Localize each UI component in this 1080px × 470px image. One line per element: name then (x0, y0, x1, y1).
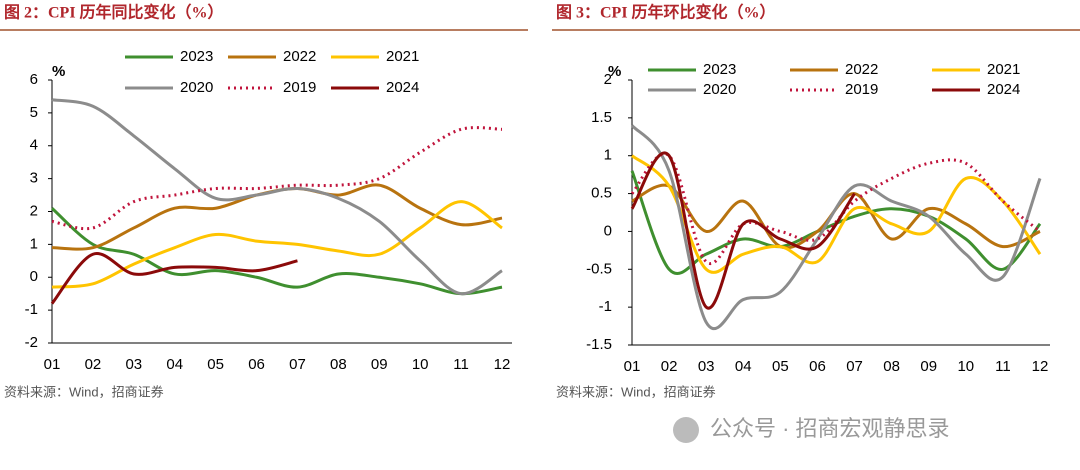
x-tick-label: 02 (661, 358, 678, 375)
x-tick-label: 10 (412, 356, 429, 373)
legend-label: 2019 (283, 79, 316, 96)
legend-label: 2021 (987, 61, 1020, 78)
series-line (51, 200, 503, 289)
x-tick-label: 06 (809, 358, 826, 375)
wechat-icon (673, 417, 699, 443)
source: 资料来源：Wind，招商证券 (4, 384, 164, 399)
y-tick-label: 1.5 (591, 109, 612, 126)
y-tick-label: -1 (25, 301, 38, 318)
y-tick-label: 1 (604, 147, 612, 164)
series-line (51, 98, 503, 296)
source: 资料来源：Wind，招商证券 (556, 384, 716, 399)
x-tick-label: 04 (735, 358, 752, 375)
y-tick-label: -0.5 (586, 260, 612, 277)
x-tick-label: 01 (624, 358, 641, 375)
legend-label: 2022 (845, 61, 878, 78)
series-line (630, 151, 856, 310)
x-tick-label: 10 (957, 358, 974, 375)
legend-label: 2020 (703, 81, 736, 98)
series-line (50, 252, 298, 305)
legend-label: 2024 (386, 79, 419, 96)
x-tick-label: 01 (44, 356, 61, 373)
y-tick-label: 0.5 (591, 185, 612, 202)
x-tick-label: 11 (453, 356, 469, 373)
legend-label: 2019 (845, 81, 878, 98)
y-tick-label: -1 (599, 298, 612, 315)
x-tick-label: 08 (330, 356, 347, 373)
y-axis-unit: % (52, 63, 65, 80)
y-axis-unit: % (608, 63, 621, 80)
y-tick-label: 0 (30, 268, 38, 285)
legend-label: 2023 (180, 48, 213, 65)
x-tick-label: 09 (371, 356, 388, 373)
series-line (51, 126, 503, 231)
chart-title: 图 2：CPI 历年同比变化（%） (4, 3, 224, 22)
x-tick-label: 07 (846, 358, 863, 375)
series-line (631, 154, 1042, 274)
y-tick-label: 5 (30, 104, 38, 121)
legend-label: 2020 (180, 79, 213, 96)
x-tick-label: 05 (207, 356, 224, 373)
y-tick-label: 3 (30, 170, 38, 187)
y-tick-label: 6 (30, 71, 38, 88)
x-tick-label: 08 (883, 358, 900, 375)
legend-label: 2024 (987, 81, 1020, 98)
x-tick-label: 06 (248, 356, 265, 373)
y-tick-label: 2 (604, 71, 612, 88)
series-line (630, 152, 1041, 266)
y-tick-label: 0 (604, 222, 612, 239)
series-line (630, 124, 1042, 331)
y-tick-label: 2 (30, 202, 38, 219)
x-tick-label: 02 (85, 356, 102, 373)
x-tick-label: 12 (494, 356, 511, 373)
x-tick-label: 03 (698, 358, 715, 375)
x-tick-label: 07 (289, 356, 306, 373)
x-tick-label: 04 (166, 356, 183, 373)
x-tick-label: 05 (772, 358, 789, 375)
chart-title: 图 3：CPI 历年环比变化（%） (556, 3, 776, 22)
legend-label: 2021 (386, 48, 419, 65)
y-tick-label: -1.5 (586, 336, 612, 353)
watermark: 公众号 · 招商宏观静思录 (710, 416, 950, 441)
x-tick-label: 09 (920, 358, 937, 375)
legend-label: 2022 (283, 48, 316, 65)
x-tick-label: 12 (1032, 358, 1049, 375)
y-tick-label: 1 (30, 235, 38, 252)
y-tick-label: 4 (30, 137, 38, 154)
y-tick-label: -2 (25, 334, 38, 351)
x-tick-label: 03 (125, 356, 142, 373)
x-tick-label: 11 (995, 358, 1011, 375)
series-line (631, 183, 1041, 250)
legend-label: 2023 (703, 61, 736, 78)
series-line (50, 207, 503, 296)
